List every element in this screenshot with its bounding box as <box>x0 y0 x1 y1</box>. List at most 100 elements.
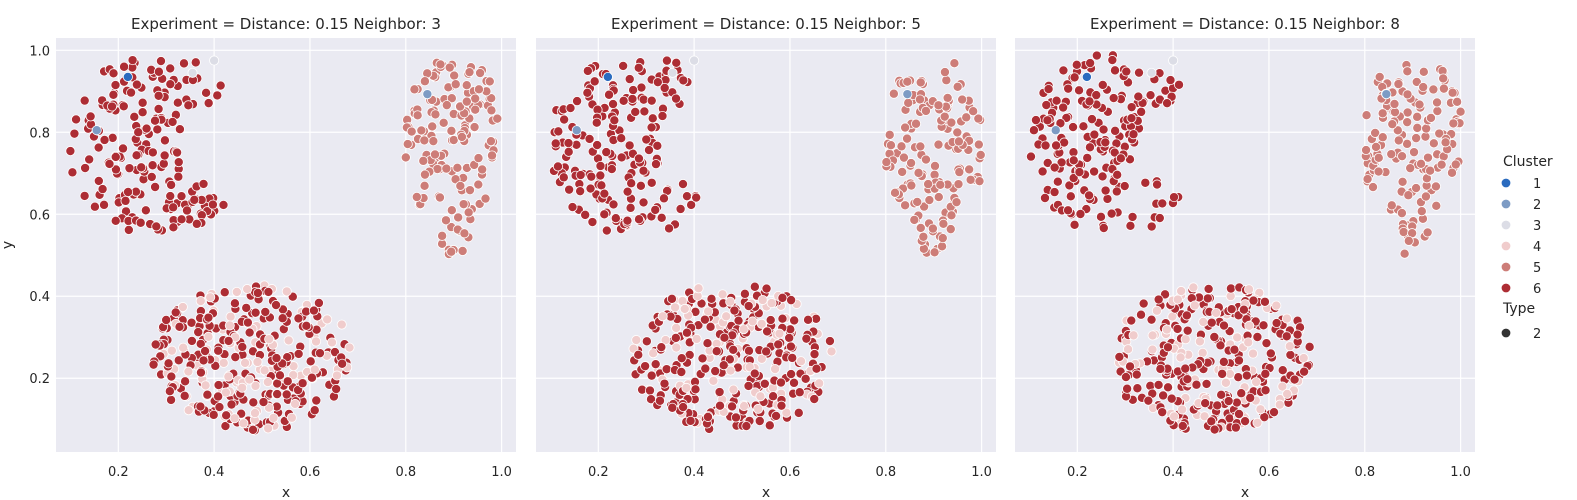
scatter-point <box>1098 222 1109 233</box>
scatter-point <box>1416 158 1427 169</box>
scatter-point <box>1189 300 1200 311</box>
scatter-point <box>409 84 420 95</box>
scatter-point <box>1428 138 1439 149</box>
x-tick-label: 1.0 <box>1450 465 1471 480</box>
scatter-point <box>1448 118 1459 129</box>
scatter-point <box>1114 351 1125 362</box>
scatter-point <box>195 338 206 349</box>
scatter-point <box>1393 79 1404 90</box>
x-tick-label: 0.4 <box>1163 465 1184 480</box>
scatter-point <box>1200 398 1211 409</box>
scatter-point <box>1043 84 1054 95</box>
scatter-point <box>1220 377 1231 388</box>
scatter-point <box>975 149 986 160</box>
scatter-point <box>681 327 692 338</box>
scatter-point <box>601 225 612 236</box>
scatter-point <box>1030 115 1041 126</box>
scatter-point <box>1292 329 1303 340</box>
scatter-point <box>1217 368 1228 379</box>
scatter-point <box>1274 399 1285 410</box>
scatter-point <box>1440 137 1451 148</box>
scatter-point <box>764 420 775 431</box>
scatter-point <box>446 246 457 257</box>
scatter-point <box>1261 338 1272 349</box>
scatter-point <box>761 283 772 294</box>
scatter-point <box>676 353 687 364</box>
scatter-point <box>1428 84 1439 95</box>
scatter-point <box>1174 79 1185 90</box>
scatter-point <box>123 224 134 235</box>
scatter-point <box>678 75 689 86</box>
scatter-point <box>811 363 822 374</box>
scatter-point <box>195 367 206 378</box>
scatter-point <box>625 202 636 213</box>
scatter-point <box>161 315 172 326</box>
legend-label: 1 <box>1533 177 1541 192</box>
facet-panel-3: Experiment = Distance: 0.15 Neighbor: 8 0… <box>1015 15 1475 500</box>
scatter-point <box>776 400 787 411</box>
scatter-point <box>252 287 263 298</box>
scatter-point <box>622 215 633 226</box>
scatter-point <box>93 142 104 153</box>
facet-title: Experiment = Distance: 0.15 Neighbor: 3 <box>131 15 441 33</box>
scatter-point <box>272 378 283 389</box>
scatter-point <box>428 136 439 147</box>
scatter-point <box>937 233 948 244</box>
scatter-point <box>1241 370 1252 381</box>
scatter-point <box>565 103 576 114</box>
scatter-point <box>473 84 484 95</box>
scatter-point <box>458 199 469 210</box>
scatter-point <box>1161 324 1172 335</box>
scatter-point <box>714 387 725 398</box>
scatter-point <box>67 167 78 178</box>
scatter-point <box>1175 352 1186 363</box>
scatter-point <box>755 391 766 402</box>
scatter-point <box>1447 167 1458 178</box>
scatter-point <box>754 416 765 427</box>
scatter-point <box>492 113 503 124</box>
scatter-point <box>582 87 593 98</box>
scatter-point <box>1436 159 1447 170</box>
scatter-point <box>1163 382 1174 393</box>
scatter-point <box>176 191 187 202</box>
scatter-point <box>1455 106 1466 117</box>
scatter-point <box>244 374 255 385</box>
scatter-point <box>640 361 651 372</box>
scatter-point <box>1158 390 1169 401</box>
scatter-point <box>641 336 652 347</box>
scatter-point <box>691 192 702 203</box>
scatter-point <box>110 215 121 226</box>
scatter-point <box>186 335 197 346</box>
scatter-point <box>344 342 355 353</box>
scatter-point <box>896 141 907 152</box>
scatter-point <box>1277 381 1288 392</box>
scatter-point <box>336 319 347 330</box>
scatter-point <box>1151 305 1162 316</box>
scatter-point <box>1089 166 1100 177</box>
scatter-point <box>650 204 661 215</box>
scatter-point <box>1248 295 1259 306</box>
scatter-point <box>641 134 652 145</box>
scatter-point <box>601 147 612 158</box>
scatter-point <box>1162 98 1173 109</box>
scatter-point <box>418 155 429 166</box>
scatter-point <box>127 55 138 66</box>
scatter-point <box>200 346 211 357</box>
scatter-point <box>1102 193 1113 204</box>
scatter-point <box>229 298 240 309</box>
scatter-point <box>906 180 917 191</box>
scatter-point <box>730 412 741 423</box>
scatter-point <box>1182 374 1193 385</box>
scatter-point <box>965 174 976 185</box>
scatter-point <box>1209 331 1220 342</box>
scatter-point <box>1232 332 1243 343</box>
scatter-point <box>1216 389 1227 400</box>
scatter-point <box>163 358 174 369</box>
scatter-point <box>133 127 144 138</box>
x-axis-label: x <box>762 485 770 500</box>
scatter-point <box>1120 372 1131 383</box>
scatter-point <box>200 380 211 391</box>
x-tick-label: 0.6 <box>300 465 321 480</box>
scatter-point <box>1281 331 1292 342</box>
scatter-point <box>1119 181 1130 192</box>
